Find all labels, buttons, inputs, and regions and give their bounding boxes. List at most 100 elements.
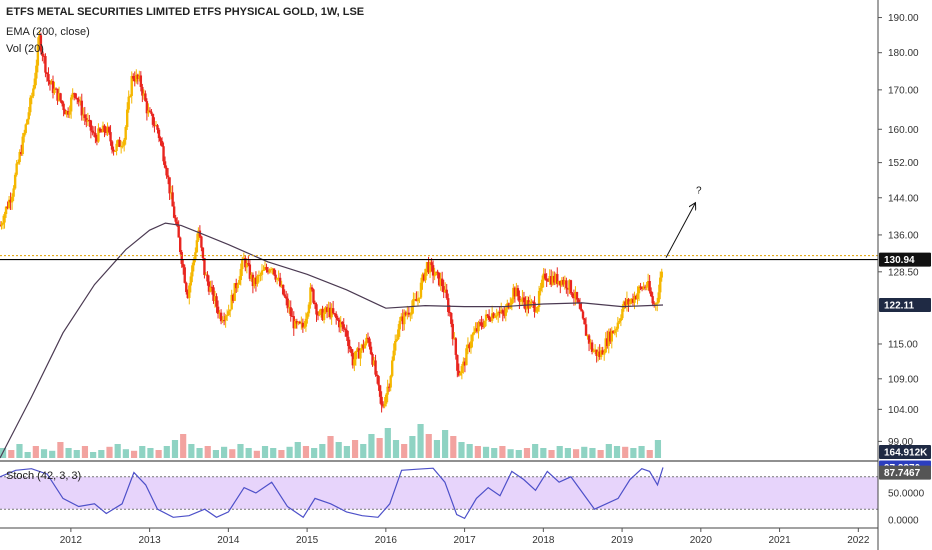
last-price-tag-bg [879, 252, 931, 267]
candle-body [474, 328, 477, 332]
volume-bar [540, 448, 547, 458]
candle-body [238, 280, 241, 285]
candle-body [139, 75, 143, 87]
volume-bar [122, 449, 129, 458]
time-tick-label: 2022 [847, 535, 870, 546]
candle-body [27, 112, 30, 120]
volume-bar [376, 438, 383, 458]
candle-body [480, 322, 483, 326]
candle-body [486, 314, 489, 316]
candle-body [0, 224, 3, 226]
volume-value-tag-bg [879, 445, 931, 459]
candle-body [106, 127, 109, 133]
candle-body [513, 287, 517, 297]
candle-body [68, 111, 71, 115]
candle-body [356, 348, 359, 352]
candle-body [65, 110, 68, 115]
volume-bar [311, 448, 318, 458]
volume-bar [98, 450, 105, 458]
volume-bar [556, 446, 563, 458]
volume-bar [245, 448, 252, 458]
candle-body [163, 161, 167, 168]
candle-body [183, 267, 186, 283]
candle-body [413, 298, 417, 300]
candle-body [259, 274, 262, 276]
candle-body [18, 151, 21, 163]
ema-value-tag-bg [879, 297, 931, 312]
candle-body [395, 339, 398, 342]
candle-body [569, 280, 573, 294]
candle-body [116, 139, 120, 144]
candle-body [454, 338, 458, 355]
candle-body [257, 274, 261, 277]
candle-body [20, 151, 23, 155]
candle-body [89, 120, 93, 131]
candle-body [203, 257, 206, 275]
candle-body [360, 344, 364, 351]
candle-body [189, 276, 193, 286]
price-tick-label: 152.00 [888, 158, 919, 169]
volume-bar [319, 444, 326, 458]
candle-body [437, 272, 441, 286]
candle-body [77, 99, 80, 103]
candle-body [0, 225, 2, 227]
candle-body [503, 313, 506, 316]
candle-body [274, 274, 277, 280]
candle-body [129, 95, 132, 97]
price-tick-label: 136.00 [888, 230, 919, 241]
candle-body [440, 278, 444, 287]
candle-body [659, 277, 662, 293]
candle-body [471, 334, 474, 342]
candle-body [88, 119, 91, 121]
stoch-d-tag: 87.7467 [884, 468, 921, 479]
candle-body [472, 331, 476, 335]
candle-body [598, 351, 601, 357]
volume-bar [409, 436, 416, 458]
volume-bar [24, 452, 31, 458]
candle-body [271, 268, 274, 270]
candle-body [351, 352, 355, 366]
candle-body [278, 277, 282, 287]
candle-body [359, 350, 362, 359]
projection-arrow[interactable] [665, 204, 695, 258]
candle-body [592, 350, 595, 352]
candle-body [154, 125, 158, 127]
candle-body [62, 103, 65, 111]
ema-legend[interactable]: EMA (200, close) [6, 26, 90, 38]
candle-body [242, 258, 246, 260]
candle-body [260, 270, 264, 275]
candle-body [557, 280, 560, 284]
candle-body [416, 298, 420, 302]
candle-body [216, 306, 220, 314]
volume-bar [139, 446, 146, 458]
candle-body [15, 163, 18, 175]
candle-body [554, 274, 557, 283]
candle-body [651, 296, 654, 304]
candle-body [53, 88, 56, 93]
volume-bar [327, 436, 334, 458]
candle-body [69, 97, 73, 112]
candle-body [374, 360, 377, 375]
candle-body [266, 269, 270, 273]
volume-bar [613, 446, 621, 458]
price-tick-label: 160.00 [888, 125, 919, 136]
price-tick-label: 99.00 [888, 437, 913, 448]
stoch-legend[interactable]: Stoch (42, 3, 3) [6, 470, 82, 482]
candle-body [645, 286, 648, 288]
candle-body [110, 141, 114, 150]
candle-body [74, 93, 77, 98]
volume-bar [8, 450, 15, 458]
candle-body [281, 284, 285, 295]
candle-body [221, 320, 224, 322]
volume-bar [450, 436, 457, 458]
volume-legend[interactable]: Vol (20) [6, 43, 44, 55]
candle-body [553, 275, 556, 283]
volume-bar [581, 446, 588, 458]
candle-body [277, 277, 280, 279]
candle-body [391, 360, 394, 376]
volume-bar [40, 449, 48, 458]
candle-body [534, 311, 538, 313]
volume-bar [392, 440, 400, 458]
